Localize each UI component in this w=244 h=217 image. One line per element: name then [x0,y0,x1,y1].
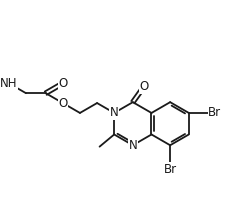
Text: O: O [58,77,67,90]
Text: Br: Br [163,163,177,176]
Text: NH: NH [0,77,18,90]
Text: N: N [129,139,137,152]
Text: O: O [58,97,67,110]
Text: O: O [139,80,149,93]
Text: Br: Br [208,106,222,119]
Text: N: N [110,106,119,119]
